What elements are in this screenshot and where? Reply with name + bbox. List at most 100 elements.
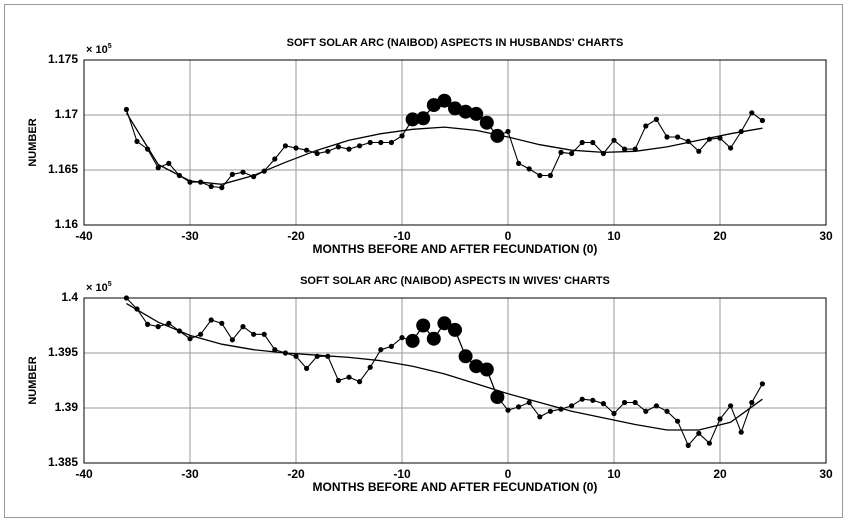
data-point [728, 403, 734, 409]
data-point [155, 165, 161, 171]
highlight-point [490, 390, 505, 404]
data-point [749, 399, 755, 406]
y-tick-label: 1.16 [55, 217, 79, 231]
data-point [219, 320, 225, 326]
plot-area [84, 298, 826, 463]
data-point [611, 410, 617, 417]
data-point [590, 397, 596, 403]
data-point [590, 139, 596, 146]
y-scale-label: × 105 [86, 281, 112, 294]
highlight-point [448, 101, 462, 116]
y-scale-base: × 10 [86, 282, 108, 294]
x-tick-label: -30 [181, 229, 199, 243]
data-point [611, 137, 617, 143]
data-point [759, 117, 766, 124]
data-point [643, 123, 649, 129]
data-point [251, 331, 257, 337]
data-point [696, 430, 702, 436]
data-point [696, 148, 702, 154]
y-tick-label: 1.39 [55, 400, 79, 414]
data-point [675, 134, 681, 140]
highlight-point [426, 98, 441, 113]
data-point [346, 146, 352, 152]
data-point [600, 401, 607, 407]
data-point [240, 169, 246, 175]
highlight-point [469, 359, 484, 374]
data-point [208, 183, 214, 190]
chart-title: SOFT SOLAR ARC (NAIBOD) ASPECTS IN WIVES… [300, 275, 610, 287]
x-tick-label: -40 [75, 229, 93, 243]
highlight-point [458, 349, 473, 364]
chart-title: SOFT SOLAR ARC (NAIBOD) ASPECTS IN HUSBA… [287, 37, 624, 49]
data-point [537, 172, 543, 179]
data-point [579, 396, 585, 402]
data-point [155, 324, 161, 330]
data-point [717, 416, 723, 422]
data-point [325, 148, 331, 154]
highlight-point [448, 322, 462, 337]
data-point [134, 138, 140, 144]
plot-area [84, 60, 826, 225]
y-scale-exponent: 5 [108, 281, 112, 288]
data-point [388, 343, 394, 349]
data-point [728, 145, 734, 151]
y-axis-label: NUMBER [27, 118, 39, 166]
data-point [569, 403, 575, 409]
highlight-point [437, 316, 452, 331]
highlight-point [405, 112, 420, 127]
data-point [547, 172, 554, 179]
x-axis-label: MONTHS BEFORE AND AFTER FECUNDATION (0) [313, 242, 598, 256]
data-point [335, 144, 341, 150]
data-point [314, 150, 320, 157]
data-point [304, 147, 310, 153]
data-point [399, 133, 405, 139]
data-point [749, 110, 755, 116]
data-point [632, 399, 638, 406]
data-point [378, 347, 384, 353]
x-tick-label: -10 [393, 467, 411, 481]
x-tick-label: -30 [181, 467, 199, 481]
highlight-point [458, 104, 473, 119]
data-point [123, 106, 129, 113]
data-point [622, 146, 628, 152]
data-point [367, 139, 373, 146]
highlight-point [437, 93, 452, 108]
data-point [685, 442, 691, 448]
data-point [187, 336, 193, 342]
highlight-point [405, 333, 420, 348]
data-point [367, 364, 373, 370]
x-tick-label: -10 [393, 229, 411, 243]
data-point [166, 160, 172, 166]
highlight-point [469, 106, 484, 121]
data-point [357, 379, 363, 385]
data-point [219, 185, 225, 191]
x-tick-label: 0 [505, 467, 512, 481]
data-point [526, 166, 532, 172]
x-tick-label: -20 [287, 467, 305, 481]
x-axis-label: MONTHS BEFORE AND AFTER FECUNDATION (0) [313, 480, 598, 494]
y-axis-label: NUMBER [27, 356, 39, 404]
data-point [547, 408, 554, 414]
y-tick-label: 1.4 [61, 290, 78, 304]
data-point [537, 414, 543, 420]
data-point [622, 399, 628, 406]
data-point [653, 403, 660, 409]
y-tick-label: 1.385 [48, 455, 78, 469]
y-tick-label: 1.17 [55, 107, 79, 121]
highlight-point [479, 115, 494, 130]
x-tick-label: 10 [607, 467, 621, 481]
data-point [208, 317, 214, 323]
data-point [675, 418, 681, 424]
data-point [569, 150, 575, 157]
data-point [643, 408, 649, 414]
data-point [304, 365, 310, 371]
data-point [123, 295, 129, 301]
highlight-point [490, 128, 505, 143]
highlight-point [426, 331, 441, 346]
data-point [378, 139, 384, 146]
series-line [126, 302, 763, 431]
data-point [759, 381, 766, 387]
x-tick-label: 0 [505, 229, 512, 243]
data-point [505, 128, 511, 135]
